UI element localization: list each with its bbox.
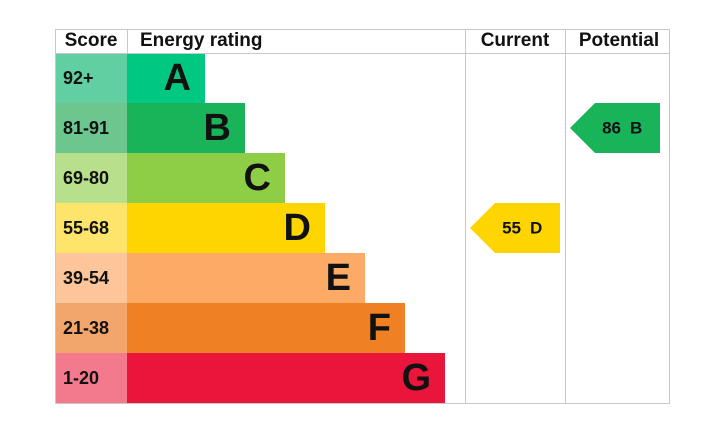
score-label: 81-91 bbox=[63, 118, 109, 138]
current-arrow bbox=[470, 203, 560, 253]
score-label: 1-20 bbox=[63, 368, 99, 388]
rating-bar bbox=[127, 203, 325, 253]
rating-bar bbox=[127, 103, 245, 153]
score-label: 55-68 bbox=[63, 218, 109, 238]
score-cell bbox=[55, 153, 127, 203]
rating-letter: G bbox=[401, 357, 431, 399]
potential-arrow bbox=[570, 103, 660, 153]
score-label: 39-54 bbox=[63, 268, 109, 288]
score-cell bbox=[55, 53, 127, 103]
rating-letter: B bbox=[204, 107, 231, 149]
score-cell bbox=[55, 303, 127, 353]
potential-value: 86 bbox=[602, 118, 621, 137]
rating-bar bbox=[127, 303, 405, 353]
score-label: 69-80 bbox=[63, 168, 109, 188]
rating-letter: A bbox=[164, 57, 191, 99]
header-current: Current bbox=[481, 30, 550, 51]
header-score: Score bbox=[65, 30, 118, 51]
score-cell bbox=[55, 103, 127, 153]
score-cell bbox=[55, 353, 127, 403]
header-potential: Potential bbox=[579, 30, 659, 51]
score-label: 92+ bbox=[63, 68, 94, 88]
rating-letter: E bbox=[326, 257, 351, 299]
score-cell bbox=[55, 203, 127, 253]
rating-bar bbox=[127, 53, 205, 103]
table-border bbox=[55, 29, 670, 404]
rating-letter: C bbox=[244, 157, 271, 199]
current-value: 55 bbox=[502, 218, 521, 237]
rating-bar bbox=[127, 153, 285, 203]
score-cell bbox=[55, 253, 127, 303]
header-rating: Energy rating bbox=[140, 30, 262, 51]
rating-letter: F bbox=[368, 307, 391, 349]
rating-bar bbox=[127, 353, 445, 403]
rating-letter: D bbox=[284, 207, 311, 249]
score-label: 21-38 bbox=[63, 318, 109, 338]
potential-letter: B bbox=[630, 118, 642, 137]
current-letter: D bbox=[530, 218, 542, 237]
rating-bar bbox=[127, 253, 365, 303]
